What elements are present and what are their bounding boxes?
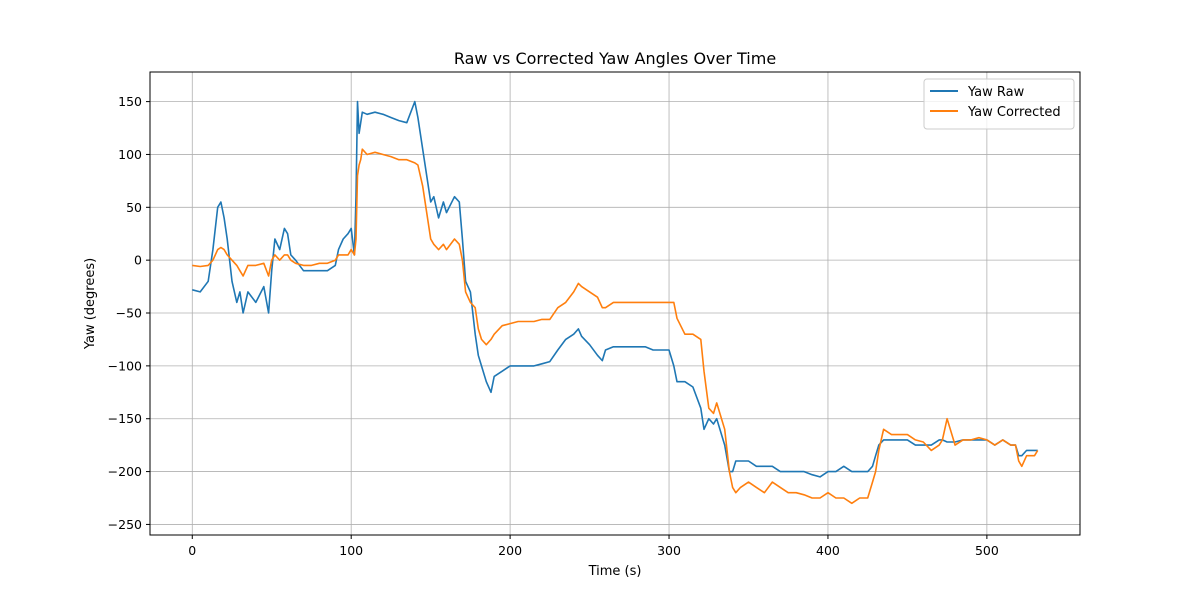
y-tick-label: −50 bbox=[116, 306, 142, 321]
y-tick-label: 0 bbox=[134, 253, 142, 268]
legend-label-yaw-raw: Yaw Raw bbox=[967, 85, 1025, 100]
series-lines bbox=[192, 100, 1039, 505]
legend-label-yaw-corrected: Yaw Corrected bbox=[967, 105, 1061, 120]
chart-title: Raw vs Corrected Yaw Angles Over Time bbox=[454, 49, 776, 68]
series-line-yaw-corrected bbox=[192, 148, 1039, 505]
y-tick-label: 50 bbox=[126, 200, 142, 215]
x-tick-label: 500 bbox=[975, 543, 999, 558]
y-tick-label: 150 bbox=[118, 94, 142, 109]
x-tick-label: 300 bbox=[657, 543, 681, 558]
plot-frame bbox=[149, 71, 1081, 536]
x-tick-label: 200 bbox=[498, 543, 522, 558]
grid-lines bbox=[150, 72, 1080, 535]
y-tick-label: 100 bbox=[118, 147, 142, 162]
x-tick-label: 0 bbox=[188, 543, 196, 558]
y-tick-label: −150 bbox=[108, 411, 142, 426]
x-tick-label: 400 bbox=[816, 543, 840, 558]
y-tick-label: −200 bbox=[108, 464, 142, 479]
axis-ticks: 0 100 200 300 400 500150100500−50−100−150−200… bbox=[108, 94, 999, 558]
y-axis-label: Yaw (degrees) bbox=[83, 258, 98, 350]
x-axis-label: Time (s) bbox=[588, 564, 642, 579]
legend: Yaw Raw Yaw Corrected bbox=[923, 78, 1075, 130]
y-tick-label: −250 bbox=[108, 517, 142, 532]
x-tick-label: 100 bbox=[339, 543, 363, 558]
legend-box bbox=[923, 78, 1075, 130]
y-tick-label: −100 bbox=[108, 358, 142, 373]
